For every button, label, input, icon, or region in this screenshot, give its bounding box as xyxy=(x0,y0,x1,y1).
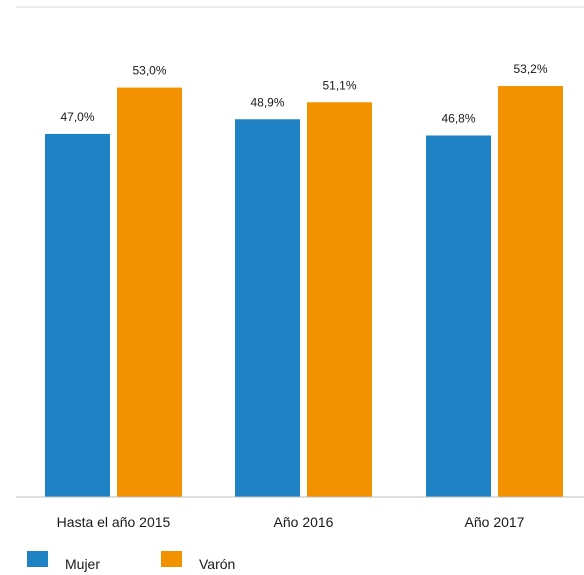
legend-label-1: Mujer xyxy=(65,556,100,572)
category-labels-group: Hasta el año 2015 Año 2016 Año 2017 xyxy=(57,514,525,530)
bar-var-n-3 xyxy=(498,86,563,497)
data-label: 53,0% xyxy=(132,64,166,78)
bar-mujer-1 xyxy=(45,133,110,497)
bar-labels-group: 47,0% 53,0% 48,9% 51,1% 46,8% 53,2% xyxy=(60,62,547,125)
bar-var-n-1 xyxy=(117,87,182,497)
legend-swatch-1 xyxy=(27,551,48,567)
category-label: Año 2017 xyxy=(465,514,525,530)
legend-label-2: Varón xyxy=(199,556,235,572)
data-label: 47,0% xyxy=(60,110,94,124)
bar-var-n-2 xyxy=(307,102,372,497)
legend: Mujer Varón xyxy=(27,551,235,572)
bar-mujer-2 xyxy=(235,119,300,497)
data-label: 51,1% xyxy=(322,78,356,92)
category-label: Año 2016 xyxy=(274,514,334,530)
bar-mujer-3 xyxy=(426,135,491,498)
bars-group xyxy=(45,86,563,498)
legend-swatch-2 xyxy=(161,551,182,567)
category-label: Hasta el año 2015 xyxy=(57,514,171,530)
data-label: 48,9% xyxy=(250,95,284,109)
data-label: 46,8% xyxy=(441,111,475,125)
data-label: 53,2% xyxy=(513,62,547,76)
